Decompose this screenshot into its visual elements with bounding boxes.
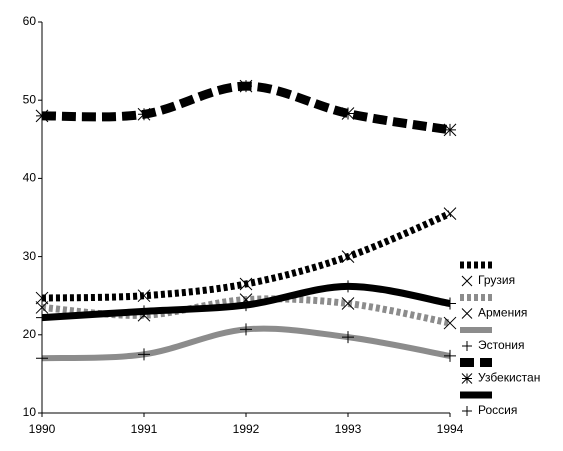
marker xyxy=(444,349,456,362)
y-tick-label: 40 xyxy=(23,171,37,185)
legend-marker xyxy=(461,373,473,384)
legend-marker xyxy=(462,341,472,351)
marker xyxy=(240,323,252,336)
marker xyxy=(443,207,457,220)
marker xyxy=(137,107,151,121)
marker xyxy=(35,109,49,123)
legend-label: Армения xyxy=(478,306,527,320)
marker xyxy=(341,250,355,263)
marker xyxy=(341,107,355,120)
marker xyxy=(35,301,49,314)
legend-label: Россия xyxy=(478,403,517,417)
marker xyxy=(138,348,150,361)
marker xyxy=(443,316,457,330)
marker xyxy=(35,291,49,305)
x-tick-label: 1993 xyxy=(335,422,362,436)
legend-marker xyxy=(462,406,472,416)
series-line xyxy=(41,210,452,302)
marker xyxy=(443,123,457,137)
legend-label: Грузия xyxy=(478,273,515,287)
marker xyxy=(342,331,354,344)
x-tick-label: 1994 xyxy=(437,422,464,436)
marker xyxy=(239,79,253,93)
y-tick-label: 50 xyxy=(23,92,37,106)
y-tick-label: 20 xyxy=(23,327,37,341)
y-tick-label: 30 xyxy=(23,249,37,263)
marker xyxy=(444,297,456,310)
marker xyxy=(36,311,48,324)
marker xyxy=(341,297,355,310)
y-tick-label: 10 xyxy=(23,405,37,419)
x-tick-label: 1992 xyxy=(233,422,260,436)
series-line xyxy=(41,81,451,135)
marker xyxy=(342,280,354,293)
marker xyxy=(239,277,253,291)
legend-label: Узбекистан xyxy=(478,371,540,385)
y-tick-label: 60 xyxy=(23,14,37,28)
marker xyxy=(138,305,150,318)
x-tick-label: 1991 xyxy=(131,422,158,436)
marker xyxy=(36,352,48,365)
marker xyxy=(137,289,151,303)
legend-label: Эстония xyxy=(478,338,525,352)
marker xyxy=(240,299,252,312)
legend-marker xyxy=(461,275,473,287)
legend-marker xyxy=(461,308,473,319)
x-tick-label: 1990 xyxy=(29,422,56,436)
